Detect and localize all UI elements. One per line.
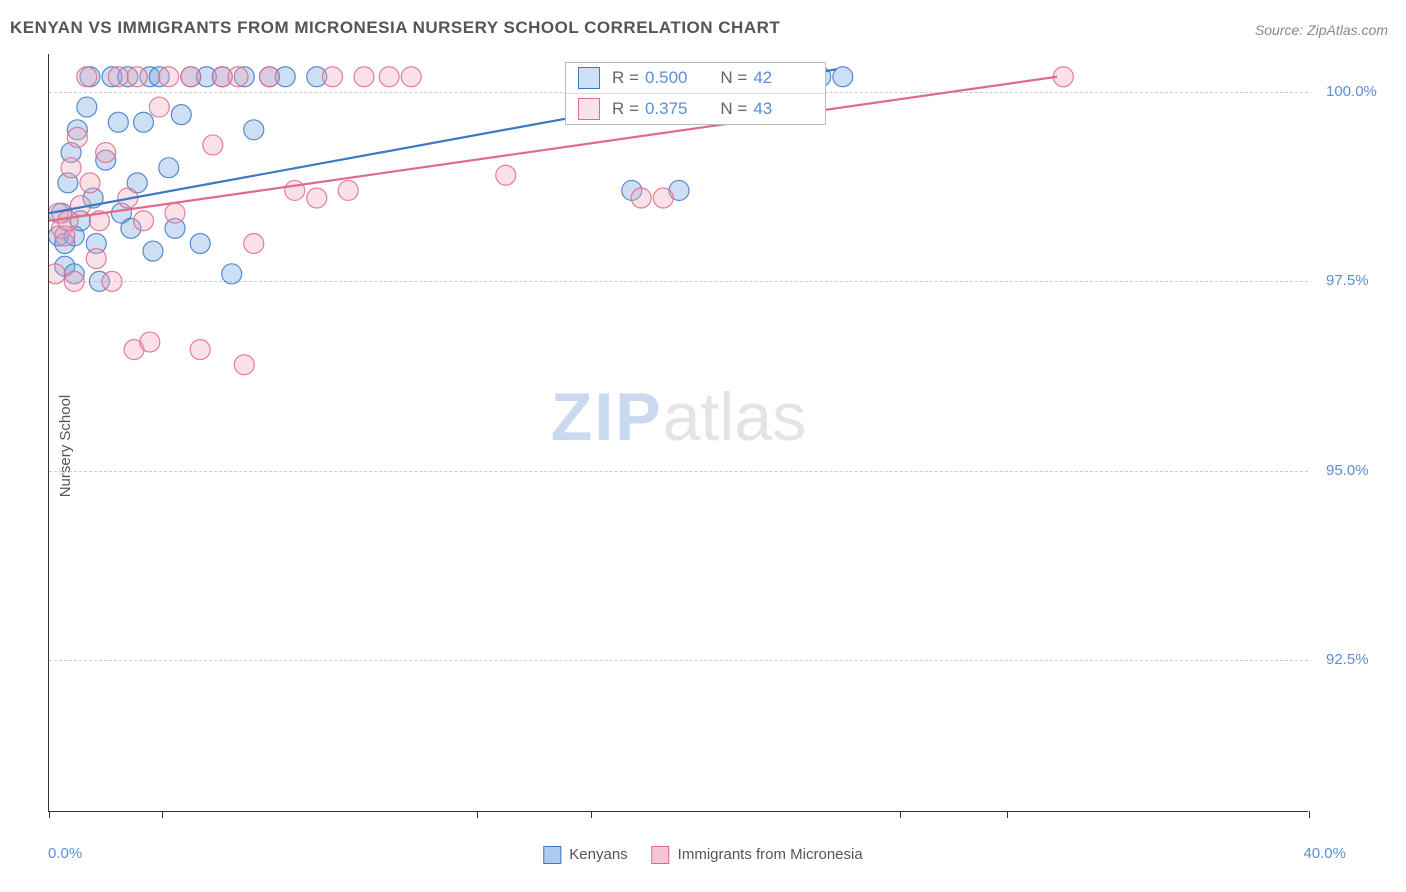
data-point: [338, 180, 358, 200]
data-point: [134, 112, 154, 132]
legend-swatch: [578, 67, 600, 89]
data-point: [159, 67, 179, 87]
data-point: [307, 188, 327, 208]
data-point: [77, 97, 97, 117]
x-axis-max-label: 40.0%: [1303, 845, 1346, 862]
legend-swatch: [578, 98, 600, 120]
data-point: [285, 180, 305, 200]
data-point: [496, 165, 516, 185]
data-point: [96, 143, 116, 163]
data-point: [77, 67, 97, 87]
data-point: [127, 67, 147, 87]
x-tick: [49, 811, 50, 818]
source-label: Source: ZipAtlas.com: [1255, 22, 1388, 38]
x-tick: [900, 811, 901, 818]
n-label: N =: [711, 68, 747, 88]
legend-stats-box: R = 0.500 N = 42R = 0.375 N = 43: [565, 62, 826, 125]
x-tick: [162, 811, 163, 818]
data-point: [354, 67, 374, 87]
data-point: [401, 67, 421, 87]
data-point: [102, 271, 122, 291]
r-label: R =: [612, 99, 639, 119]
data-point: [181, 67, 201, 87]
data-point: [64, 271, 84, 291]
data-point: [140, 332, 160, 352]
plot-area: ZIPatlas: [48, 54, 1308, 812]
data-point: [67, 127, 87, 147]
legend-bottom: Kenyans Immigrants from Micronesia: [543, 846, 862, 864]
data-point: [203, 135, 223, 155]
data-point: [134, 211, 154, 231]
data-point: [165, 203, 185, 223]
data-point: [631, 188, 651, 208]
data-point: [86, 249, 106, 269]
x-axis-min-label: 0.0%: [48, 845, 82, 862]
legend-item: Immigrants from Micronesia: [652, 846, 863, 864]
y-tick-label: 100.0%: [1326, 83, 1377, 100]
x-tick: [591, 811, 592, 818]
chart-container: KENYAN VS IMMIGRANTS FROM MICRONESIA NUR…: [0, 0, 1406, 892]
data-point: [190, 340, 210, 360]
data-point: [379, 67, 399, 87]
legend-swatch: [543, 846, 561, 864]
n-value: 42: [753, 68, 813, 88]
data-point: [222, 264, 242, 284]
y-tick-label: 97.5%: [1326, 272, 1369, 289]
data-point: [653, 188, 673, 208]
x-tick: [1007, 811, 1008, 818]
data-point: [143, 241, 163, 261]
trend-line: [49, 77, 1057, 221]
x-tick: [1309, 811, 1310, 818]
data-point: [234, 355, 254, 375]
data-point: [244, 234, 264, 254]
y-tick-label: 95.0%: [1326, 462, 1369, 479]
x-tick: [477, 811, 478, 818]
data-point: [244, 120, 264, 140]
legend-label: Immigrants from Micronesia: [678, 846, 863, 863]
n-label: N =: [711, 99, 747, 119]
data-point: [61, 158, 81, 178]
data-point: [80, 173, 100, 193]
data-point: [108, 112, 128, 132]
n-value: 43: [753, 99, 813, 119]
r-label: R =: [612, 68, 639, 88]
data-point: [49, 264, 65, 284]
data-point: [108, 67, 128, 87]
data-point: [260, 67, 280, 87]
legend-label: Kenyans: [569, 846, 627, 863]
legend-item: Kenyans: [543, 846, 627, 864]
legend-stats-row: R = 0.375 N = 43: [566, 93, 825, 124]
y-tick-label: 92.5%: [1326, 651, 1369, 668]
data-point: [159, 158, 179, 178]
r-value: 0.375: [645, 99, 705, 119]
chart-title: KENYAN VS IMMIGRANTS FROM MICRONESIA NUR…: [10, 18, 780, 38]
data-point: [228, 67, 248, 87]
legend-swatch: [652, 846, 670, 864]
legend-stats-row: R = 0.500 N = 42: [566, 63, 825, 93]
data-point: [323, 67, 343, 87]
scatter-svg: [49, 54, 1309, 812]
data-point: [149, 97, 169, 117]
data-point: [171, 105, 191, 125]
data-point: [190, 234, 210, 254]
r-value: 0.500: [645, 68, 705, 88]
